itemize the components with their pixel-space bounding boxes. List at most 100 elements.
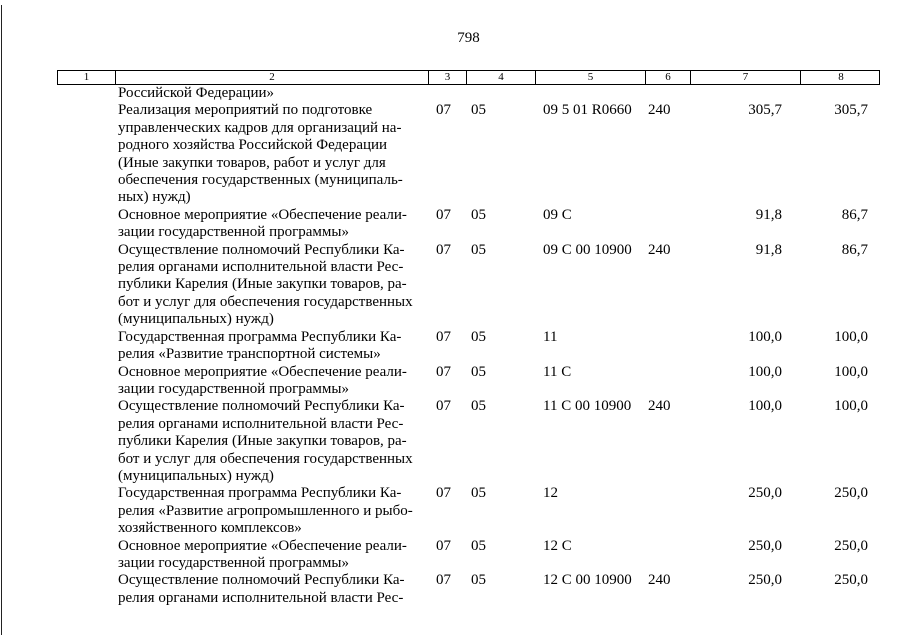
row-expense-type-code: 240 (648, 572, 671, 589)
table-row: Основное мероприятие «Обеспечение реали-… (57, 538, 880, 573)
row-blank-cell (57, 242, 115, 329)
row-blank-cell (57, 85, 115, 102)
row-subsection-code: 05 (471, 102, 486, 119)
column-header-2: 2 (116, 71, 429, 84)
row-section-code: 07 (436, 398, 451, 415)
row-target-article-code: 12 C 00 10900 (543, 572, 632, 589)
row-target-article-code: 11 (543, 328, 558, 345)
row-section-code: 07 (436, 328, 451, 345)
row-subsection-code: 05 (471, 485, 486, 502)
column-header-8: 8 (838, 71, 844, 83)
row-amount-1: 250,0 (748, 572, 782, 589)
row-subsection-code: 05 (471, 398, 486, 415)
row-amount-1: 100,0 (748, 328, 782, 345)
row-amount-1: 91,8 (755, 241, 782, 258)
row-amount-1: 305,7 (748, 102, 782, 119)
row-subsection-code (466, 85, 535, 102)
row-blank-cell (57, 329, 115, 364)
row-target-article-code: 12 (543, 485, 558, 502)
row-amount-2 (800, 85, 880, 102)
row-target-article-code (535, 85, 645, 102)
row-section-code: 07 (436, 206, 451, 223)
row-expense-type-code (645, 207, 690, 242)
row-item-name: Государственная программа Республики Ка-… (118, 485, 413, 537)
row-expense-type-code: 240 (648, 102, 671, 119)
row-amount-2: 86,7 (841, 206, 868, 223)
column-header-7: 7 (691, 71, 801, 84)
row-item-name: Осуществление полномочий Республики Ка- … (118, 398, 413, 484)
table-header-row: 1 2 3 4 5 6 7 8 (57, 70, 880, 85)
column-header-1: 1 (58, 71, 116, 84)
row-subsection-code: 05 (471, 328, 486, 345)
row-section-code: 07 (436, 241, 451, 258)
row-subsection-code: 05 (471, 206, 486, 223)
row-amount-2: 305,7 (834, 102, 868, 119)
table-row: Реализация мероприятий по подготовке упр… (57, 102, 880, 206)
row-target-article-code: 12 C (543, 537, 572, 554)
table-row: Основное мероприятие «Обеспечение реали-… (57, 207, 880, 242)
row-amount-2: 250,0 (834, 485, 868, 502)
row-target-article-code: 11 C (543, 363, 572, 380)
row-amount-1: 100,0 (748, 398, 782, 415)
row-subsection-code: 05 (471, 572, 486, 589)
row-blank-cell (57, 572, 115, 607)
row-section-code: 07 (436, 572, 451, 589)
row-expense-type-code (645, 85, 690, 102)
table-row: Осуществление полномочий Республики Ка- … (57, 572, 880, 607)
row-item-name: Основное мероприятие «Обеспечение реали-… (118, 206, 407, 241)
column-header-6: 6 (646, 71, 691, 84)
row-item-name: Государственная программа Республики Ка-… (118, 328, 402, 363)
page-number: 798 (457, 30, 480, 46)
row-amount-1: 250,0 (748, 485, 782, 502)
row-amount-2: 100,0 (834, 328, 868, 345)
table-row: Осуществление полномочий Республики Ка- … (57, 398, 880, 485)
row-item-name: Осуществление полномочий Республики Ка- … (118, 572, 405, 606)
row-section-code (428, 85, 466, 102)
row-blank-cell (57, 102, 115, 206)
row-subsection-code: 05 (471, 537, 486, 554)
table-row: Российской Федерации» (57, 85, 880, 102)
row-target-article-code: 09 C 00 10900 (543, 241, 632, 258)
row-amount-2: 100,0 (834, 363, 868, 380)
page-edge-scan-line (1, 5, 2, 635)
row-amount-2: 86,7 (841, 241, 868, 258)
row-expense-type-code: 240 (648, 241, 671, 258)
row-target-article-code: 11 C 00 10900 (543, 398, 632, 415)
row-subsection-code: 05 (471, 241, 486, 258)
row-section-code: 07 (436, 537, 451, 554)
row-amount-1: 91,8 (755, 206, 782, 223)
table-row: Государственная программа Республики Ка-… (57, 485, 880, 537)
document-page: 798 1 2 3 4 5 6 7 8 Российской Федерации… (57, 30, 880, 607)
row-blank-cell (57, 207, 115, 242)
row-blank-cell (57, 398, 115, 485)
row-item-name: Основное мероприятие «Обеспечение реали-… (118, 363, 407, 397)
row-section-code: 07 (436, 102, 451, 119)
row-target-article-code: 09 5 01 R0660 (543, 102, 632, 119)
row-item-name: Реализация мероприятий по подготовке упр… (118, 102, 403, 206)
row-expense-type-code (645, 364, 690, 399)
row-section-code: 07 (436, 485, 451, 502)
table-row: Государственная программа Республики Ка-… (57, 329, 880, 364)
row-target-article-code: 09 C (543, 206, 572, 223)
column-header-5: 5 (536, 71, 646, 84)
row-amount-1: 250,0 (748, 537, 782, 554)
row-amount-2: 250,0 (834, 572, 868, 589)
row-expense-type-code (645, 538, 690, 573)
table-row: Основное мероприятие «Обеспечение реали-… (57, 364, 880, 399)
row-expense-type-code: 240 (648, 398, 671, 415)
row-blank-cell (57, 364, 115, 399)
row-blank-cell (57, 485, 115, 537)
row-amount-1 (690, 85, 800, 102)
row-subsection-code: 05 (471, 363, 486, 380)
row-item-name: Российской Федерации» (118, 85, 275, 101)
row-amount-2: 100,0 (834, 398, 868, 415)
row-item-name: Основное мероприятие «Обеспечение реали-… (118, 537, 407, 571)
row-blank-cell (57, 538, 115, 573)
row-amount-2: 250,0 (834, 537, 868, 554)
row-amount-1: 100,0 (748, 363, 782, 380)
table-row: Осуществление полномочий Республики Ка- … (57, 242, 880, 329)
budget-table: 1 2 3 4 5 6 7 8 Российской Федерации» (57, 70, 880, 607)
column-header-4: 4 (467, 71, 536, 84)
row-section-code: 07 (436, 363, 451, 380)
table-body: Российской Федерации» Реализация меропри… (57, 85, 880, 607)
